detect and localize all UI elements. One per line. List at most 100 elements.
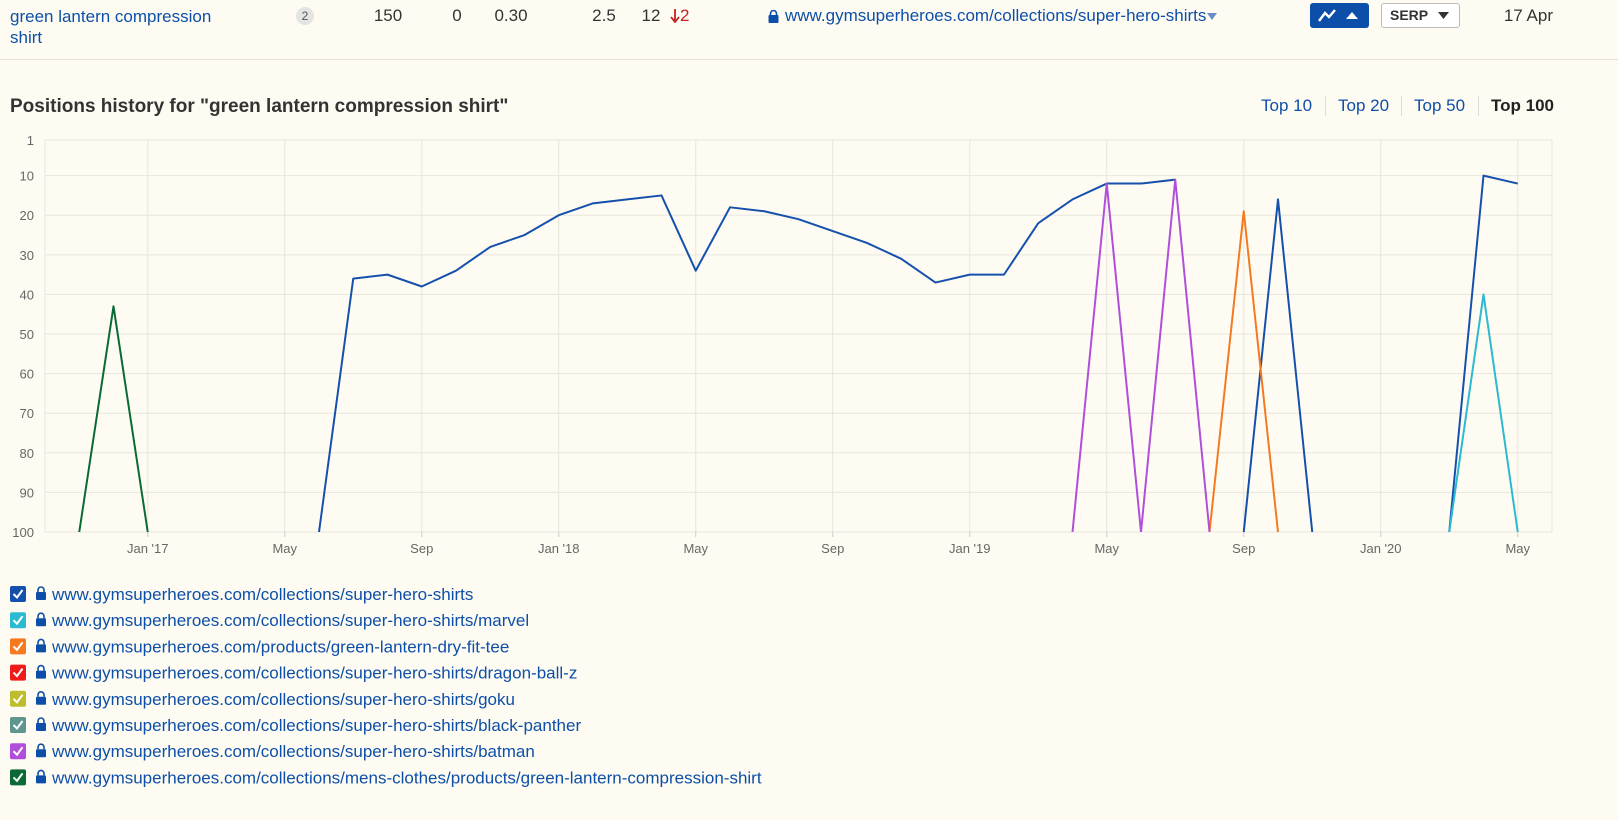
legend-item[interactable]: www.gymsuperheroes.com/collections/mens-… — [10, 768, 762, 787]
position: 12 — [641, 6, 661, 25]
lock-body — [36, 670, 46, 679]
lock-shackle — [37, 691, 45, 697]
chart-toggle-icon — [1318, 9, 1358, 22]
legend-checkbox — [10, 743, 26, 760]
legend-item[interactable]: www.gymsuperheroes.com/collections/super… — [10, 664, 577, 683]
range-tab[interactable]: Top 10 — [1261, 96, 1313, 115]
keyword-link[interactable]: green lantern compression shirt — [10, 7, 212, 47]
y-tick-label: 100 — [12, 525, 34, 540]
y-tick-label: 50 — [20, 327, 34, 342]
legend-item[interactable]: www.gymsuperheroes.com/collections/super… — [10, 716, 581, 735]
keyword-row: green lantern compression shirt 2 150 0 … — [0, 0, 1618, 60]
lock-body — [36, 723, 46, 731]
y-tick-label: 90 — [20, 485, 34, 500]
lock-body — [36, 618, 46, 627]
lock-shackle — [37, 638, 45, 645]
legend-checkbox — [10, 664, 26, 681]
serp-dropdown-icon — [1438, 12, 1449, 19]
down-arrow-icon — [670, 9, 680, 23]
lock-body — [36, 749, 46, 758]
legend-check — [12, 641, 24, 652]
keyword-difficulty: 0 — [452, 6, 462, 25]
series-line — [1071, 178, 1211, 532]
x-tick-label: Sep — [821, 541, 844, 556]
legend-check — [12, 772, 24, 783]
legend-checkbox — [10, 690, 26, 707]
lock-shackle — [37, 586, 45, 592]
traffic: 2.5 — [592, 6, 616, 25]
legend-check — [12, 746, 24, 757]
lock-body — [36, 696, 46, 705]
lock-shackle — [37, 717, 45, 723]
legend-label: www.gymsuperheroes.com/collections/mens-… — [51, 768, 762, 787]
lock-icon — [768, 10, 779, 23]
series-line — [318, 178, 1176, 532]
tab-separator — [1325, 96, 1326, 116]
legend-checkbox — [10, 717, 26, 733]
x-tick-label: May — [683, 541, 708, 556]
volume: 150 — [373, 6, 403, 25]
series-line — [78, 305, 149, 532]
series-line — [1208, 210, 1279, 532]
x-tick-label: Jan '19 — [949, 541, 991, 556]
y-tick-label: 70 — [20, 406, 34, 421]
tab-separator — [1478, 96, 1479, 116]
legend-label: www.gymsuperheroes.com/collections/super… — [51, 742, 535, 761]
plot-area — [44, 139, 1553, 533]
url-dropdown-icon[interactable] — [1207, 13, 1217, 21]
series-line — [1448, 293, 1519, 532]
position-change: 2 — [680, 6, 690, 25]
legend-label: www.gymsuperheroes.com/products/green-la… — [51, 637, 509, 656]
series-line — [1448, 174, 1518, 532]
serp-button[interactable]: SERP — [1381, 3, 1460, 28]
legend-label: www.gymsuperheroes.com/collections/super… — [51, 664, 577, 683]
serp-label: SERP — [1390, 7, 1429, 23]
legend-check — [12, 694, 24, 704]
legend-label: www.gymsuperheroes.com/collections/super… — [51, 611, 529, 630]
lock-shackle — [37, 664, 45, 671]
y-tick-label: 10 — [20, 169, 34, 184]
lock-body — [36, 592, 46, 600]
legend-label: www.gymsuperheroes.com/collections/super… — [51, 690, 515, 709]
legend-checkbox — [10, 612, 26, 629]
y-tick-label: 80 — [20, 446, 34, 461]
lock-body — [36, 775, 46, 784]
x-tick-label: Jan '18 — [538, 541, 580, 556]
range-tab[interactable]: Top 50 — [1414, 96, 1466, 115]
legend-item[interactable]: www.gymsuperheroes.com/collections/super… — [10, 611, 529, 630]
legend-item[interactable]: www.gymsuperheroes.com/products/green-la… — [10, 637, 509, 656]
serp-features-badge: 2 — [296, 7, 314, 25]
legend-item[interactable]: www.gymsuperheroes.com/collections/super… — [10, 690, 515, 709]
range-tab[interactable]: Top 100 — [1491, 96, 1554, 115]
chart-toggle-button[interactable] — [1310, 3, 1369, 28]
lock-shackle — [37, 612, 45, 619]
x-tick-label: Jan '20 — [1360, 541, 1402, 556]
url-link[interactable]: www.gymsuperheroes.com/collections/super… — [785, 6, 1207, 25]
lock-shackle — [37, 769, 45, 776]
range-tab[interactable]: Top 20 — [1338, 96, 1390, 115]
date: 17 Apr — [1503, 6, 1553, 25]
legend-check — [12, 720, 24, 731]
chart-title: Positions history for "green lantern com… — [10, 96, 509, 117]
legend-item[interactable]: www.gymsuperheroes.com/collections/super… — [10, 742, 535, 761]
legend-label: www.gymsuperheroes.com/collections/super… — [51, 716, 581, 735]
legend-label: www.gymsuperheroes.com/collections/super… — [51, 585, 473, 604]
chart: 1 10 20 30 40 50 60 70 80 90 100 Jan '17 May Sep Jan '… — [10, 133, 1553, 787]
legend-checkbox — [10, 769, 26, 786]
x-tick-label: May — [1505, 541, 1530, 556]
series-line — [1242, 198, 1314, 532]
legend-item[interactable]: www.gymsuperheroes.com/collections/super… — [10, 585, 473, 604]
y-tick-label: 20 — [20, 208, 34, 223]
legend-check — [12, 615, 24, 626]
x-tick-label: May — [272, 541, 297, 556]
tab-separator — [1401, 96, 1402, 116]
y-tick-label: 1 — [27, 133, 34, 148]
x-tick-label: Sep — [1232, 541, 1255, 556]
legend-checkbox — [10, 638, 26, 655]
legend-check — [12, 668, 24, 678]
y-tick-label: 40 — [20, 287, 34, 302]
y-tick-label: 60 — [20, 367, 34, 382]
x-tick-label: Jan '17 — [127, 541, 169, 556]
legend-check — [12, 589, 24, 600]
